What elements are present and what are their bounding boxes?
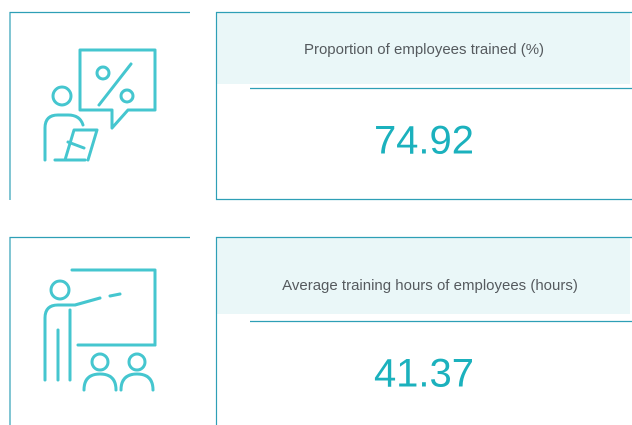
card-value: 74.92 bbox=[374, 119, 474, 163]
card-value: 41.37 bbox=[374, 352, 474, 396]
label-band bbox=[216, 237, 630, 314]
card: Proportion of employees trained (%) 74.9… bbox=[9, 11, 632, 201]
card-frame bbox=[215, 236, 632, 425]
icon-frame bbox=[9, 236, 190, 425]
training-percent-icon bbox=[43, 48, 157, 162]
card-frame bbox=[215, 11, 632, 201]
label-band bbox=[216, 12, 630, 84]
card-label: Proportion of employees trained (%) bbox=[304, 41, 544, 58]
icon-frame bbox=[9, 11, 190, 200]
card-label: Average training hours of employees (hou… bbox=[282, 277, 578, 294]
card: Average training hours of employees (hou… bbox=[9, 236, 632, 425]
training-class-icon bbox=[43, 268, 157, 392]
